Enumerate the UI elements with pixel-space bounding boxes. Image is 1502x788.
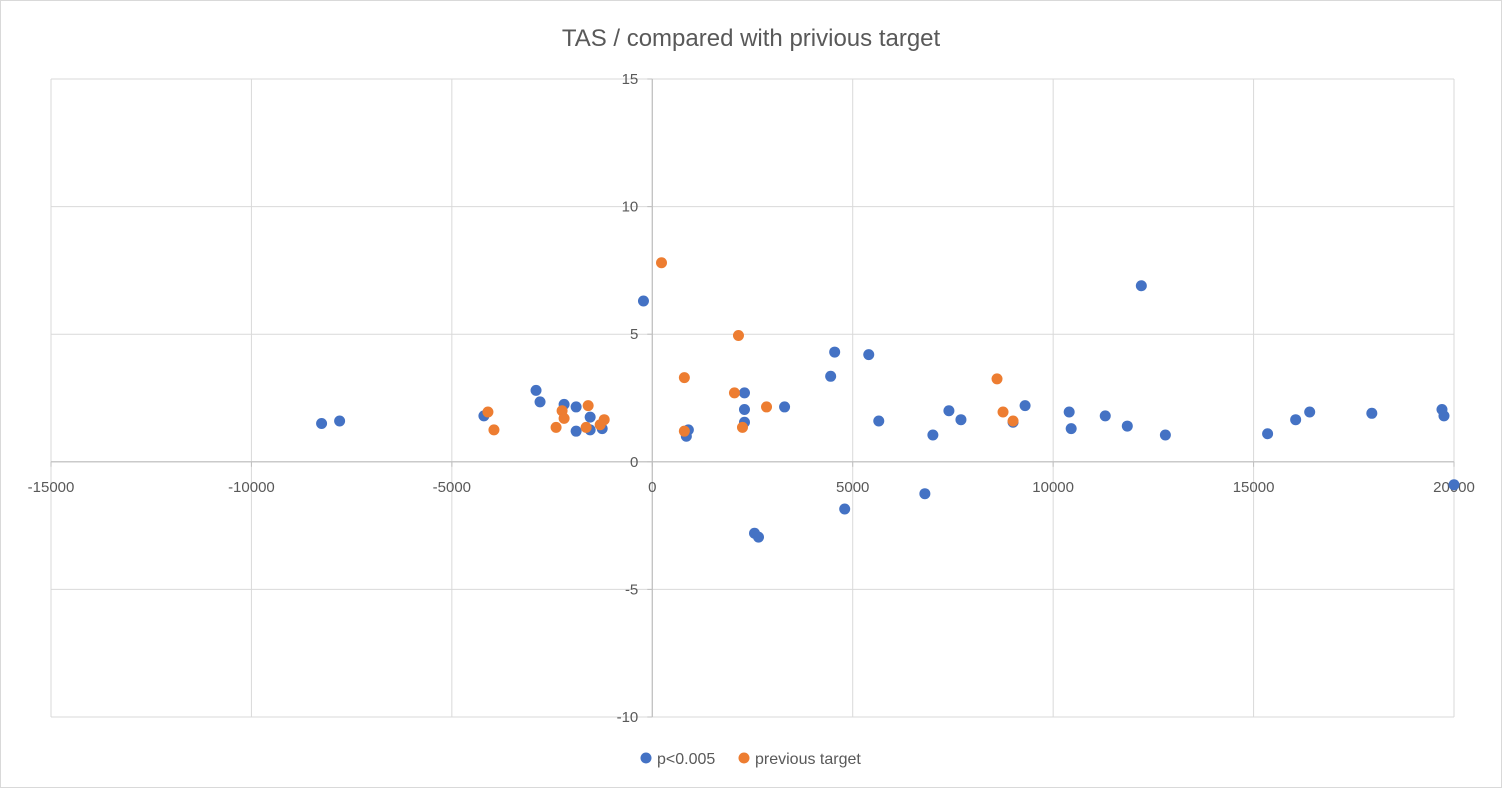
point-p-value — [1448, 479, 1460, 491]
legend: p<0.005 previous target — [640, 751, 861, 768]
point-p-value — [955, 414, 967, 426]
chart-title: TAS / compared with privious target — [562, 25, 941, 52]
point-p-value — [570, 401, 582, 413]
point-p-value — [316, 418, 328, 430]
x-tick-label: -15000 — [28, 479, 75, 496]
point-previous-target — [656, 257, 668, 269]
point-previous-target — [598, 414, 610, 426]
point-previous-target — [991, 373, 1003, 385]
point-previous-target — [488, 424, 500, 436]
x-tick-label: -10000 — [228, 479, 275, 496]
point-p-value — [334, 415, 346, 427]
point-p-value — [839, 503, 851, 515]
point-p-value — [753, 531, 765, 543]
point-p-value — [1065, 423, 1077, 435]
point-previous-target — [761, 401, 773, 413]
point-previous-target — [728, 387, 740, 399]
point-p-value — [1262, 428, 1274, 440]
x-tick-label: -5000 — [433, 479, 471, 496]
y-tick-label: 5 — [630, 326, 638, 343]
point-previous-target — [558, 412, 570, 424]
point-p-value — [584, 411, 596, 423]
data-points — [316, 257, 1460, 543]
point-p-value — [1019, 400, 1031, 412]
point-p-value — [1063, 406, 1075, 418]
point-p-value — [1438, 410, 1450, 422]
y-tick-label: -5 — [625, 581, 638, 598]
point-p-value — [863, 349, 875, 361]
point-p-value — [825, 370, 837, 382]
point-previous-target — [582, 400, 594, 412]
x-tick-label: 15000 — [1233, 479, 1275, 496]
x-tick-label: 0 — [648, 479, 656, 496]
tick-labels: -15000-10000-500005000100001500020000-10… — [28, 71, 1475, 726]
x-tick-label: 5000 — [836, 479, 869, 496]
point-previous-target — [997, 406, 1009, 418]
point-previous-target — [580, 421, 592, 433]
point-p-value — [1366, 407, 1378, 419]
point-previous-target — [678, 425, 690, 437]
point-previous-target — [1007, 415, 1019, 427]
legend-label: previous target — [755, 751, 861, 768]
legend-label: p<0.005 — [657, 751, 715, 768]
axes — [50, 78, 1455, 718]
point-p-value — [829, 346, 841, 358]
y-tick-label: 15 — [622, 71, 639, 88]
point-p-value — [1135, 280, 1147, 292]
point-p-value — [943, 405, 955, 417]
point-previous-target — [550, 421, 562, 433]
point-p-value — [779, 401, 791, 413]
legend-marker — [738, 752, 750, 764]
point-previous-target — [736, 421, 748, 433]
point-p-value — [530, 384, 542, 396]
point-p-value — [873, 415, 885, 427]
point-p-value — [1290, 414, 1302, 426]
legend-marker — [640, 752, 652, 764]
point-p-value — [1304, 406, 1316, 418]
point-p-value — [919, 488, 931, 500]
point-previous-target — [482, 406, 494, 418]
y-tick-label: 0 — [630, 454, 638, 471]
point-p-value — [1121, 420, 1133, 432]
grid-lines — [50, 78, 1455, 718]
point-p-value — [738, 403, 750, 415]
point-p-value — [570, 425, 582, 437]
point-p-value — [1099, 410, 1111, 422]
point-p-value — [927, 429, 939, 441]
y-tick-label: -10 — [617, 709, 639, 726]
point-previous-target — [732, 329, 744, 341]
y-tick-label: 10 — [622, 199, 639, 216]
x-tick-label: 10000 — [1032, 479, 1074, 496]
point-p-value — [738, 387, 750, 399]
point-previous-target — [678, 372, 690, 384]
point-p-value — [1159, 429, 1171, 441]
point-p-value — [637, 295, 649, 307]
point-p-value — [534, 396, 546, 408]
